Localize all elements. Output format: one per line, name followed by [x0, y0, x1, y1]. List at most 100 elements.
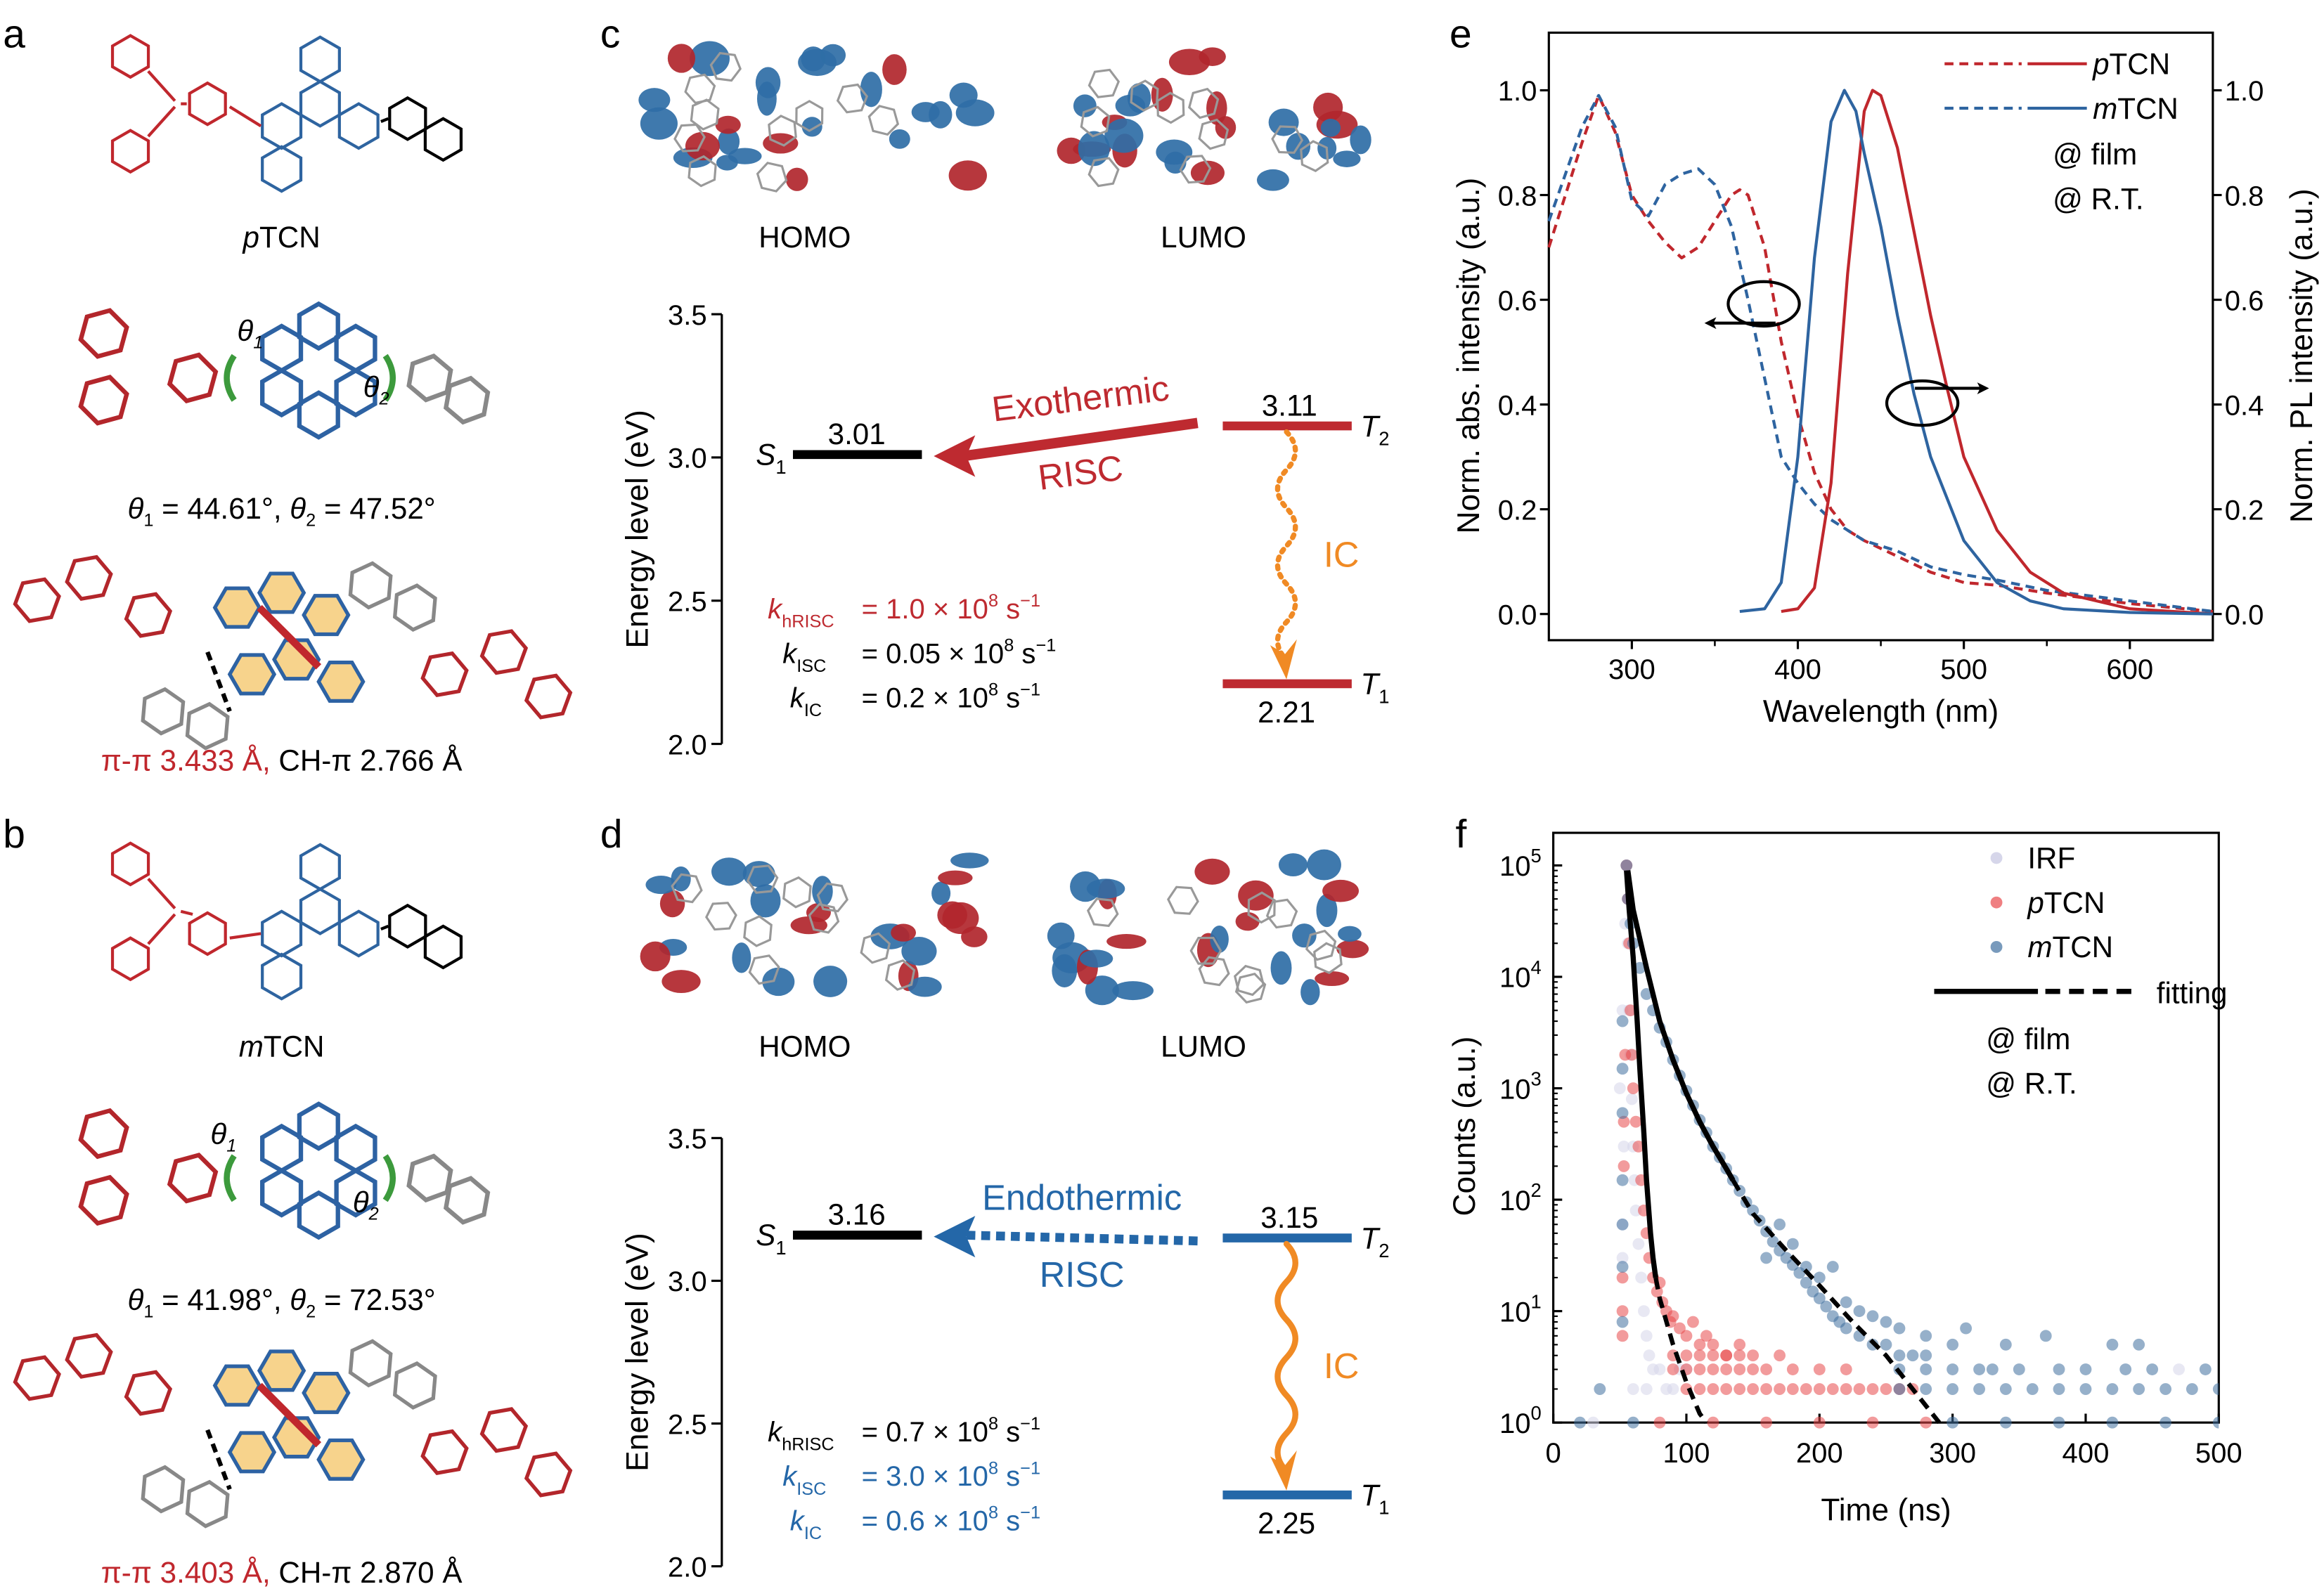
orbital-lobe [908, 976, 942, 997]
data-point-pTCN [1700, 1330, 1712, 1342]
y-tick-label: 100 [1499, 1402, 1542, 1439]
data-point-pTCN [1840, 1383, 1852, 1395]
rate-constant-isc: kISC = 3.0 × 108 s−1 [782, 1458, 1040, 1499]
ring [297, 301, 340, 351]
data-point-mTCN [1826, 1261, 1839, 1273]
ring [124, 1370, 173, 1416]
data-point-mTCN [2186, 1383, 2198, 1395]
orbital-lobe [1047, 922, 1075, 949]
ring [188, 911, 227, 956]
molecule-name-mtcn: mTCN [239, 1030, 325, 1063]
ring [406, 1153, 453, 1203]
ring [272, 1416, 321, 1459]
x-tick-label: 400 [1774, 654, 1821, 685]
ring [297, 1190, 340, 1240]
orbital-lobe [1106, 934, 1147, 949]
series-line-pTCN_PL [1781, 89, 2214, 616]
data-point-mTCN [2212, 1383, 2219, 1395]
orbital-lobe [640, 941, 671, 972]
ring [524, 1451, 573, 1498]
orbital-lobe [950, 852, 989, 869]
risc-label: RISC [1036, 448, 1125, 498]
ring [141, 687, 186, 736]
data-point-mTCN [1840, 1296, 1852, 1309]
t1-state-label: T1 [1361, 1479, 1390, 1519]
data-point-pTCN [1786, 1363, 1799, 1375]
data-point-pTCN [1629, 1115, 1642, 1128]
ring [299, 35, 341, 84]
y-tick-label-left: 0.0 [1498, 599, 1537, 630]
data-point-mTCN [2079, 1363, 2092, 1375]
panel-label-d: d [600, 812, 623, 857]
orbital-lobe [955, 99, 995, 126]
data-point-pTCN [1632, 1140, 1645, 1153]
theta2-label: θ2 [353, 1186, 379, 1224]
data-point-pTCN [1625, 1004, 1637, 1017]
data-point-pTCN [1693, 1338, 1706, 1351]
data-point-mTCN [1920, 1330, 1932, 1342]
fit-line-solid-pTCN_fit [1624, 870, 1658, 1278]
panel-label-c: c [600, 12, 620, 57]
data-point-pTCN [1760, 1363, 1773, 1375]
ring [78, 1174, 129, 1226]
orbital-lobe [882, 54, 907, 85]
x-tick-label: 500 [2195, 1438, 2242, 1469]
orbital-lobe [938, 870, 973, 885]
data-point-IRF [1613, 1082, 1626, 1094]
orbital-lobe [860, 72, 882, 108]
theta2-label: θ2 [363, 370, 389, 409]
rate-constant-ic: kIC = 0.6 × 108 s−1 [790, 1503, 1040, 1544]
ring [334, 368, 377, 418]
data-point-mTCN [2053, 1363, 2065, 1375]
orbital-lobe [813, 966, 848, 997]
panel-f-transient-pl-chart: f 0 100 200 300 400 500100101102103104105Time… [1447, 812, 2242, 1527]
orbital-lobe [1085, 975, 1119, 1006]
ring [334, 1123, 377, 1174]
ring [479, 629, 529, 675]
orbital-lobe [1127, 83, 1151, 113]
data-point-pTCN [1813, 1383, 1826, 1395]
ring [743, 915, 773, 947]
ch-pi-distance-line [205, 1429, 232, 1491]
series-line-mTCN_abs [1547, 93, 2214, 614]
ring [795, 100, 824, 132]
y-tick-label-right: 1.0 [2225, 76, 2264, 107]
data-point-mTCN [2133, 1383, 2145, 1395]
data-point-pTCN [1667, 1363, 1679, 1375]
ring [212, 1364, 262, 1407]
legend-note-rt: @ R.T. [2053, 182, 2143, 215]
orbital-lobe [785, 167, 808, 191]
ring [337, 909, 380, 958]
data-point-IRF [1643, 1349, 1655, 1362]
orbital-lobe [1073, 94, 1097, 117]
ring [260, 1168, 304, 1218]
ring [705, 902, 737, 931]
orbital-lobe [1079, 949, 1113, 968]
data-point-mTCN [1893, 1383, 1906, 1395]
orbital-lobe [716, 155, 738, 171]
y-tick-label-right: 0.2 [2225, 495, 2264, 526]
data-point-pTCN [1826, 1383, 1839, 1395]
data-point-pTCN [1734, 1363, 1746, 1375]
y-tick-label: 3.0 [668, 443, 707, 474]
ring [1156, 91, 1185, 124]
ring [185, 701, 230, 751]
data-point-mTCN [1813, 1292, 1826, 1304]
data-point-mTCN [1866, 1310, 1879, 1323]
legend: IRF pTCN mTCN fitting @ film @ R.T. [1934, 842, 2228, 1100]
y-tick-label: 105 [1499, 845, 1542, 882]
data-point-mTCN [2119, 1363, 2132, 1375]
ring [13, 577, 61, 623]
mtcn-optimized-geometry [78, 1101, 491, 1240]
legend-note-film: @ film [1986, 1023, 2070, 1056]
rate-constant-hrisc: khRISC = 1.0 × 108 s−1 [768, 591, 1040, 632]
data-point-mTCN [1627, 1416, 1639, 1429]
data-point-mTCN [1893, 1349, 1906, 1362]
plot-frame [1552, 831, 2220, 1424]
ring [1130, 79, 1159, 112]
ring [13, 1355, 61, 1401]
y-axis-label-left: Norm. abs. intensity (a.u.) [1452, 178, 1486, 534]
legend-label-mtcn: mTCN [2093, 92, 2178, 125]
orbital-lobe [661, 970, 701, 993]
